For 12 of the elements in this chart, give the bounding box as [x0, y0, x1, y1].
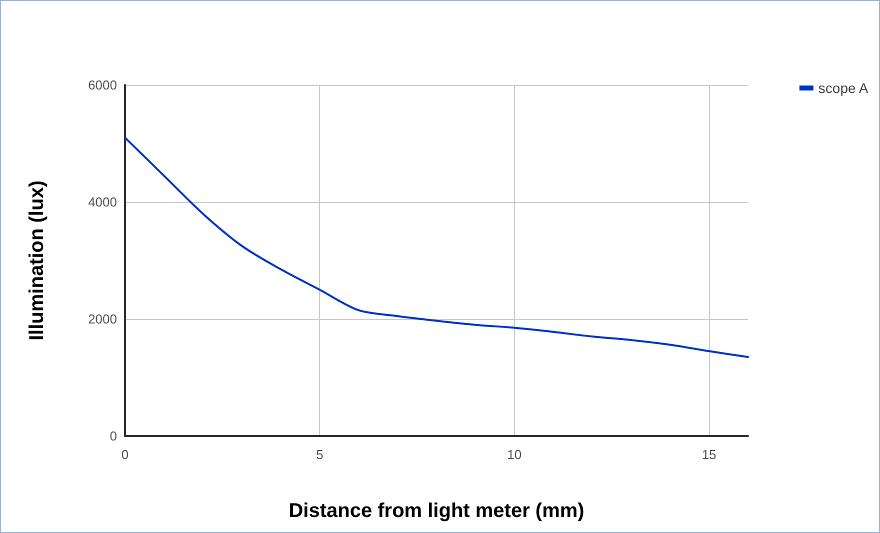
y-axis-title: Illumination (lux)	[26, 180, 48, 340]
legend-label: scope A	[818, 80, 869, 96]
y-tick-label: 0	[110, 428, 117, 444]
x-tick-label: 10	[507, 447, 522, 462]
y-tick-label: 6000	[88, 78, 117, 92]
line-series	[124, 136, 749, 358]
x-axis-title: Distance from light meter (mm)	[288, 500, 584, 522]
y-tick-label: 2000	[88, 312, 117, 326]
x-tick-label: 0	[121, 447, 129, 462]
x-tick-label: 15	[702, 447, 716, 462]
x-tick-label: 5	[316, 447, 324, 462]
y-tick-label: 4000	[88, 194, 117, 210]
